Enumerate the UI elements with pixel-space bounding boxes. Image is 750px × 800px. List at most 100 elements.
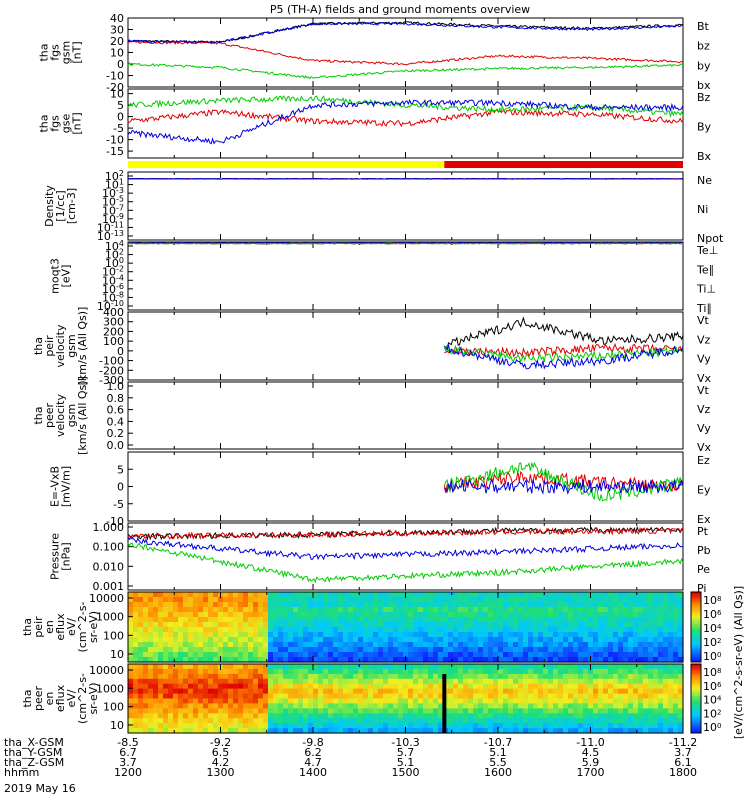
spectrogram-cell — [163, 657, 169, 663]
spectrogram-cell — [433, 664, 439, 670]
spectrogram-cell — [198, 678, 204, 685]
y-tick-label: -10 — [106, 134, 124, 147]
series-line-bx — [127, 21, 684, 44]
spectrogram-cell — [663, 642, 669, 648]
spectrogram-cell — [538, 688, 544, 695]
spectrogram-cell — [513, 622, 519, 628]
spectrogram-cell — [348, 612, 354, 618]
spectrogram-cell — [518, 708, 524, 714]
spectrogram-cell — [418, 664, 424, 670]
spectrogram-cell — [408, 632, 414, 638]
spectrogram-cell — [433, 592, 439, 598]
spectrogram-cell — [483, 617, 489, 623]
spectrogram-cell — [368, 637, 374, 643]
spectrogram-cell — [623, 703, 629, 709]
spectrogram-cell — [218, 617, 224, 623]
spectrogram-cell — [183, 693, 189, 700]
spectrogram-cell — [388, 597, 394, 603]
spectrogram-cell — [173, 678, 179, 685]
spectrogram-cell — [358, 642, 364, 648]
spectrogram-cell — [568, 642, 574, 648]
spectrogram-cell — [563, 647, 569, 653]
spectrogram-cell — [303, 622, 309, 628]
spectrogram-cell — [463, 688, 469, 695]
spectrogram-cell — [583, 637, 589, 643]
spectrogram-cell — [238, 703, 244, 709]
spectrogram-cell — [393, 693, 399, 700]
y-axis-label-line: gsm — [60, 41, 73, 64]
spectrogram-cell — [528, 713, 534, 719]
spectrogram-cell — [458, 607, 464, 613]
spectrogram-cell — [648, 723, 654, 729]
spectrogram-cell — [428, 612, 434, 618]
spectrogram-cell — [613, 602, 619, 608]
spectrogram-cell — [343, 652, 349, 658]
spectrogram-cell — [423, 688, 429, 695]
spectrogram-cell — [318, 703, 324, 709]
spectrogram-cell — [333, 627, 339, 633]
spectrogram-cell — [398, 597, 404, 603]
spectrogram-cell — [583, 703, 589, 709]
spectrogram-cell — [128, 602, 134, 608]
spectrogram-cell — [443, 632, 449, 638]
spectrogram-cell — [343, 728, 349, 734]
spectrogram-cell — [643, 632, 649, 638]
spectrogram-cell — [318, 612, 324, 618]
spectrogram-cell — [453, 607, 459, 613]
colorbar-cell — [691, 687, 701, 690]
spectrogram-cell — [303, 718, 309, 724]
spectrogram-cell — [168, 683, 174, 690]
spectrogram-cell — [278, 612, 284, 618]
spectrogram-cell — [378, 723, 384, 729]
spectrogram-cell — [183, 698, 189, 704]
spectrogram-cell — [333, 642, 339, 648]
spectrogram-cell — [463, 652, 469, 658]
spectrogram-cell — [173, 728, 179, 734]
spectrogram-cell — [168, 664, 174, 670]
spectrogram-cell — [173, 597, 179, 603]
spectrogram-cell — [128, 688, 134, 695]
spectrogram-cell — [518, 612, 524, 618]
spectrogram-cell — [488, 657, 494, 663]
spectrogram-cell — [678, 713, 684, 719]
spectrogram-cell — [323, 728, 329, 734]
spectrogram-cell — [653, 703, 659, 709]
spectrogram-cell — [163, 612, 169, 618]
spectrogram-cell — [128, 652, 134, 658]
spectrogram-cell — [368, 632, 374, 638]
spectrogram-cell — [378, 678, 384, 685]
colorbar-tick-label: 100 — [703, 650, 721, 663]
spectrogram-cell — [633, 688, 639, 695]
spectrogram-cell — [458, 693, 464, 700]
spectrogram-cell — [358, 673, 364, 680]
spectrogram-cell — [673, 664, 679, 670]
spectrogram-cell — [263, 637, 269, 643]
spectrogram-cell — [318, 592, 324, 598]
spectrogram-cell — [268, 642, 274, 648]
spectrogram-cell — [263, 612, 269, 618]
spectrogram-cell — [568, 728, 574, 734]
spectrogram-cell — [533, 627, 539, 633]
spectrogram-cell — [423, 718, 429, 724]
spectrogram-cell — [458, 723, 464, 729]
spectrogram-cell — [373, 718, 379, 724]
spectrogram-cell — [398, 607, 404, 613]
spectrogram-cell — [243, 632, 249, 638]
spectrogram-cell — [513, 657, 519, 663]
spectrogram-cell — [138, 657, 144, 663]
spectrogram-cell — [293, 592, 299, 598]
spectrogram-cell — [608, 723, 614, 729]
spectrogram-cell — [513, 664, 519, 670]
spectrogram-cell — [343, 693, 349, 700]
spectrogram-cell — [163, 597, 169, 603]
spectrogram-cell — [388, 592, 394, 598]
series-line-ex — [444, 478, 684, 495]
spectrogram-cell — [258, 728, 264, 734]
spectrogram-cell — [143, 673, 149, 680]
spectrogram-cell — [468, 652, 474, 658]
spectrogram-cell — [613, 657, 619, 663]
spectrogram-cell — [213, 622, 219, 628]
spectrogram-cell — [398, 657, 404, 663]
spectrogram-cell — [208, 627, 214, 633]
spectrogram-cell — [303, 637, 309, 643]
